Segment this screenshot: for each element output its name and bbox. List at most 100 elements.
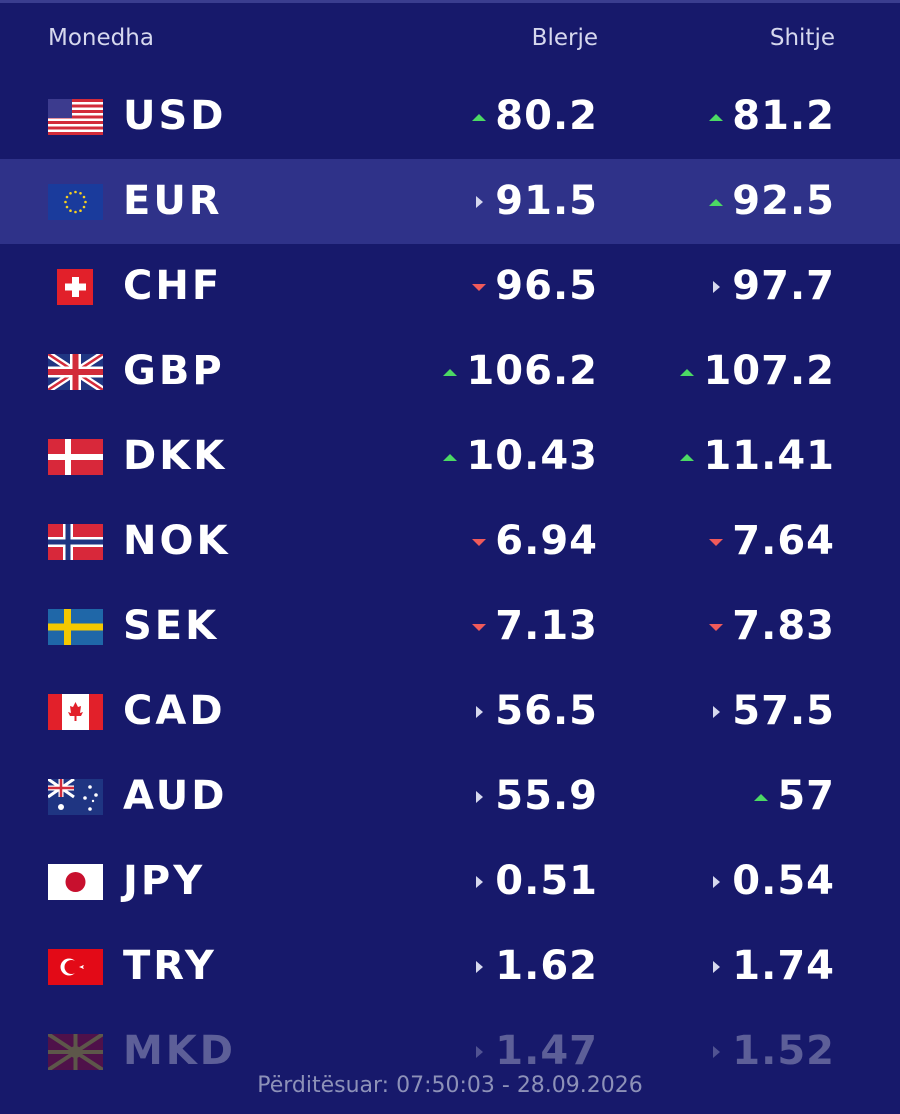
buy-cell: 91.5 bbox=[471, 159, 598, 244]
buy-rate: 55.9 bbox=[495, 773, 598, 819]
trend-indicator bbox=[708, 960, 724, 974]
trend-shape bbox=[709, 623, 724, 631]
sell-cell: 0.54 bbox=[708, 839, 835, 924]
rate-row[interactable]: NOK 6.94 7.64 bbox=[0, 499, 900, 584]
buy-cell: 6.94 bbox=[471, 499, 598, 584]
buy-cell: 80.2 bbox=[471, 74, 598, 159]
trend-arrow bbox=[680, 453, 695, 461]
trend-shape bbox=[709, 198, 724, 206]
trend-shape bbox=[754, 793, 769, 801]
trend-shape bbox=[713, 960, 721, 973]
buy-rate: 0.51 bbox=[495, 858, 598, 904]
buy-cell: 106.2 bbox=[442, 329, 598, 414]
trend-shape bbox=[472, 623, 487, 631]
flag bbox=[48, 694, 103, 730]
header-sell: Shitje bbox=[769, 25, 835, 51]
sell-cell: 7.64 bbox=[708, 499, 835, 584]
rate-row[interactable]: USD 80.2 81.2 bbox=[0, 74, 900, 159]
sell-cell: 57.5 bbox=[708, 669, 835, 754]
rate-row[interactable]: MKD 1.47 1.52 bbox=[0, 1009, 900, 1094]
rate-row[interactable]: CAD 56.5 57.5 bbox=[0, 669, 900, 754]
currency-code: TRY bbox=[123, 943, 217, 989]
buy-rate: 10.43 bbox=[466, 433, 598, 479]
trend-shape bbox=[472, 538, 487, 546]
trend-indicator bbox=[471, 620, 487, 634]
trend-arrow bbox=[476, 195, 484, 208]
trend-indicator bbox=[708, 280, 724, 294]
rate-row[interactable]: CHF 96.5 97.7 bbox=[0, 244, 900, 329]
trend-arrow bbox=[443, 453, 458, 461]
sell-cell: 1.74 bbox=[708, 924, 835, 1009]
trend-arrow bbox=[472, 283, 487, 291]
trend-arrow bbox=[476, 790, 484, 803]
flag bbox=[48, 779, 103, 815]
trend-arrow bbox=[713, 1045, 721, 1058]
rate-row[interactable]: DKK 10.43 11.41 bbox=[0, 414, 900, 499]
trend-shape bbox=[476, 705, 484, 718]
sell-rate: 57 bbox=[777, 773, 835, 819]
header-currency: Monedha bbox=[48, 25, 154, 51]
trend-arrow bbox=[713, 875, 721, 888]
buy-rate: 6.94 bbox=[495, 518, 598, 564]
sell-rate: 97.7 bbox=[732, 263, 835, 309]
trend-shape bbox=[709, 113, 724, 121]
trend-indicator bbox=[708, 535, 724, 549]
rate-row[interactable]: JPY 0.51 0.54 bbox=[0, 839, 900, 924]
flag bbox=[48, 184, 103, 220]
trend-arrow bbox=[472, 538, 487, 546]
rate-row[interactable]: GBP 106.2 107.2 bbox=[0, 329, 900, 414]
sell-cell: 7.83 bbox=[708, 584, 835, 669]
trend-indicator bbox=[708, 705, 724, 719]
sell-cell: 57 bbox=[753, 754, 835, 839]
trend-shape bbox=[476, 960, 484, 973]
buy-rate: 7.13 bbox=[495, 603, 598, 649]
trend-indicator bbox=[471, 280, 487, 294]
trend-indicator bbox=[471, 875, 487, 889]
sell-rate: 1.52 bbox=[732, 1028, 835, 1074]
trend-indicator bbox=[708, 875, 724, 889]
trend-shape bbox=[472, 283, 487, 291]
buy-rate: 96.5 bbox=[495, 263, 598, 309]
currency-code: MKD bbox=[123, 1028, 237, 1074]
trend-arrow bbox=[472, 113, 487, 121]
flag bbox=[48, 609, 103, 645]
buy-cell: 7.13 bbox=[471, 584, 598, 669]
trend-shape bbox=[713, 280, 721, 293]
buy-rate: 56.5 bbox=[495, 688, 598, 734]
trend-arrow bbox=[443, 368, 458, 376]
trend-arrow bbox=[713, 280, 721, 293]
trend-arrow bbox=[713, 960, 721, 973]
sell-rate: 7.83 bbox=[732, 603, 835, 649]
trend-arrow bbox=[754, 793, 769, 801]
rate-row[interactable]: EUR 91.5 92.5 bbox=[0, 159, 900, 244]
flag bbox=[48, 354, 103, 390]
trend-indicator bbox=[442, 450, 458, 464]
rate-row[interactable]: AUD 55.9 57 bbox=[0, 754, 900, 839]
sell-rate: 0.54 bbox=[732, 858, 835, 904]
trend-indicator bbox=[471, 705, 487, 719]
buy-rate: 106.2 bbox=[466, 348, 598, 394]
currency-code: GBP bbox=[123, 348, 225, 394]
trend-arrow bbox=[476, 960, 484, 973]
currency-code: NOK bbox=[123, 518, 231, 564]
sell-rate: 1.74 bbox=[732, 943, 835, 989]
buy-rate: 80.2 bbox=[495, 93, 598, 139]
rate-row[interactable]: SEK 7.13 7.83 bbox=[0, 584, 900, 669]
trend-shape bbox=[443, 368, 458, 376]
trend-shape bbox=[680, 453, 695, 461]
sell-cell: 81.2 bbox=[708, 74, 835, 159]
trend-shape bbox=[443, 453, 458, 461]
flag bbox=[48, 1034, 103, 1070]
sell-cell: 107.2 bbox=[679, 329, 835, 414]
buy-cell: 1.47 bbox=[471, 1009, 598, 1094]
trend-arrow bbox=[680, 368, 695, 376]
sell-rate: 92.5 bbox=[732, 178, 835, 224]
updated-footer: Përditësuar: 07:50:03 - 28.09.2026 bbox=[257, 1073, 643, 1098]
rate-row[interactable]: TRY 1.62 1.74 bbox=[0, 924, 900, 1009]
trend-shape bbox=[713, 1045, 721, 1058]
trend-indicator bbox=[471, 110, 487, 124]
trend-shape bbox=[476, 875, 484, 888]
flag bbox=[48, 864, 103, 900]
trend-arrow bbox=[713, 705, 721, 718]
buy-rate: 91.5 bbox=[495, 178, 598, 224]
